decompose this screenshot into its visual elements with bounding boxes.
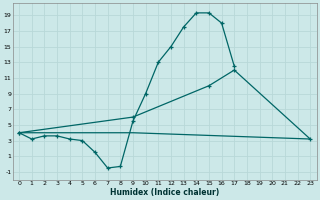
- X-axis label: Humidex (Indice chaleur): Humidex (Indice chaleur): [110, 188, 219, 197]
